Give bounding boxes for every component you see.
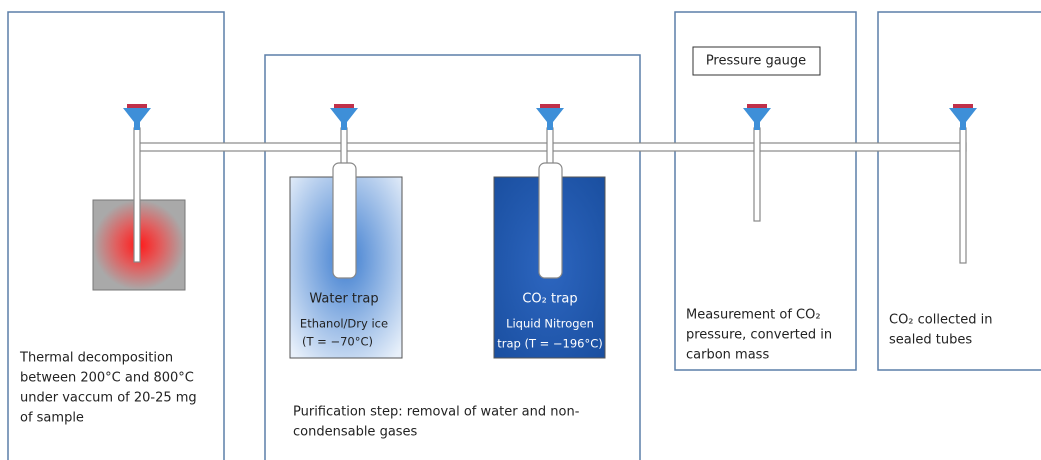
funnel: [536, 104, 564, 130]
trap-title: CO₂ trap: [522, 292, 577, 307]
panel: [7, 11, 225, 460]
tube: [546, 127, 554, 169]
panel: [674, 11, 857, 371]
caption: sealed tubes: [889, 333, 972, 348]
caption: Thermal decomposition: [19, 351, 173, 366]
caption: condensable gases: [293, 425, 418, 440]
funnel: [743, 104, 771, 130]
caption: under vaccum of 20-25 mg: [20, 391, 197, 406]
trap-title: Water trap: [309, 292, 378, 307]
caption: pressure, converted in: [686, 328, 832, 343]
caption: of sample: [20, 411, 84, 426]
caption: CO₂ collected in: [889, 313, 992, 328]
trap-text: trap (T = −196°C): [497, 337, 603, 351]
tube: [340, 127, 348, 169]
caption: Purification step: removal of water and …: [293, 405, 580, 420]
caption: between 200°C and 800°C: [20, 371, 194, 386]
funnel: [949, 104, 977, 130]
panel: [877, 11, 1041, 371]
captions: Thermal decomposition between 200°C and 8…: [19, 308, 992, 440]
tube: [959, 127, 967, 264]
funnel: [123, 104, 151, 130]
trap-text: Ethanol/Dry ice: [300, 317, 388, 331]
panel: [264, 54, 641, 460]
caption: carbon mass: [686, 348, 769, 363]
tube: [753, 127, 761, 222]
gauge-label: Pressure gauge: [706, 54, 806, 69]
trap-text: (T = −70°C): [302, 335, 373, 349]
funnel: [330, 104, 358, 130]
caption: Measurement of CO₂: [686, 308, 821, 323]
trap-tube: [538, 162, 563, 279]
trap-tube: [332, 162, 357, 279]
gauge-box: [692, 46, 821, 76]
trap-text: Liquid Nitrogen: [506, 317, 594, 331]
tube: [133, 127, 141, 263]
